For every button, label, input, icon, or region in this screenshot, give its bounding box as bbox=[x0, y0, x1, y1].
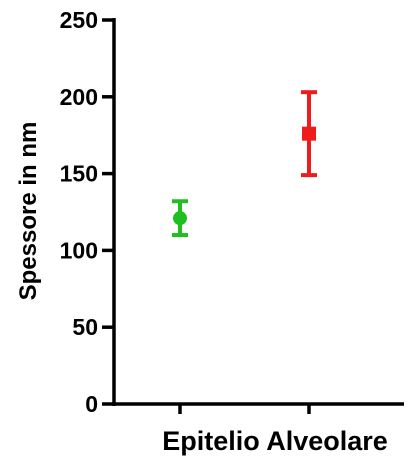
y-tick-label: 100 bbox=[60, 237, 98, 263]
y-tick-label: 250 bbox=[60, 7, 98, 33]
data-point bbox=[302, 126, 316, 141]
series-1 bbox=[172, 199, 188, 238]
y-axis: 0 50 100 150 200 250 bbox=[60, 7, 116, 417]
series-2 bbox=[301, 90, 317, 178]
y-tick-label: 50 bbox=[72, 314, 98, 340]
x-axis bbox=[112, 402, 404, 414]
plot-area bbox=[172, 90, 317, 238]
y-tick-label: 200 bbox=[60, 84, 98, 110]
x-axis-title: Epitelio Alveolare bbox=[162, 426, 388, 456]
y-axis-title: Spessore in nm bbox=[15, 122, 42, 301]
data-point bbox=[173, 211, 187, 226]
y-tick-label: 0 bbox=[85, 391, 98, 417]
y-tick-label: 150 bbox=[60, 161, 98, 187]
